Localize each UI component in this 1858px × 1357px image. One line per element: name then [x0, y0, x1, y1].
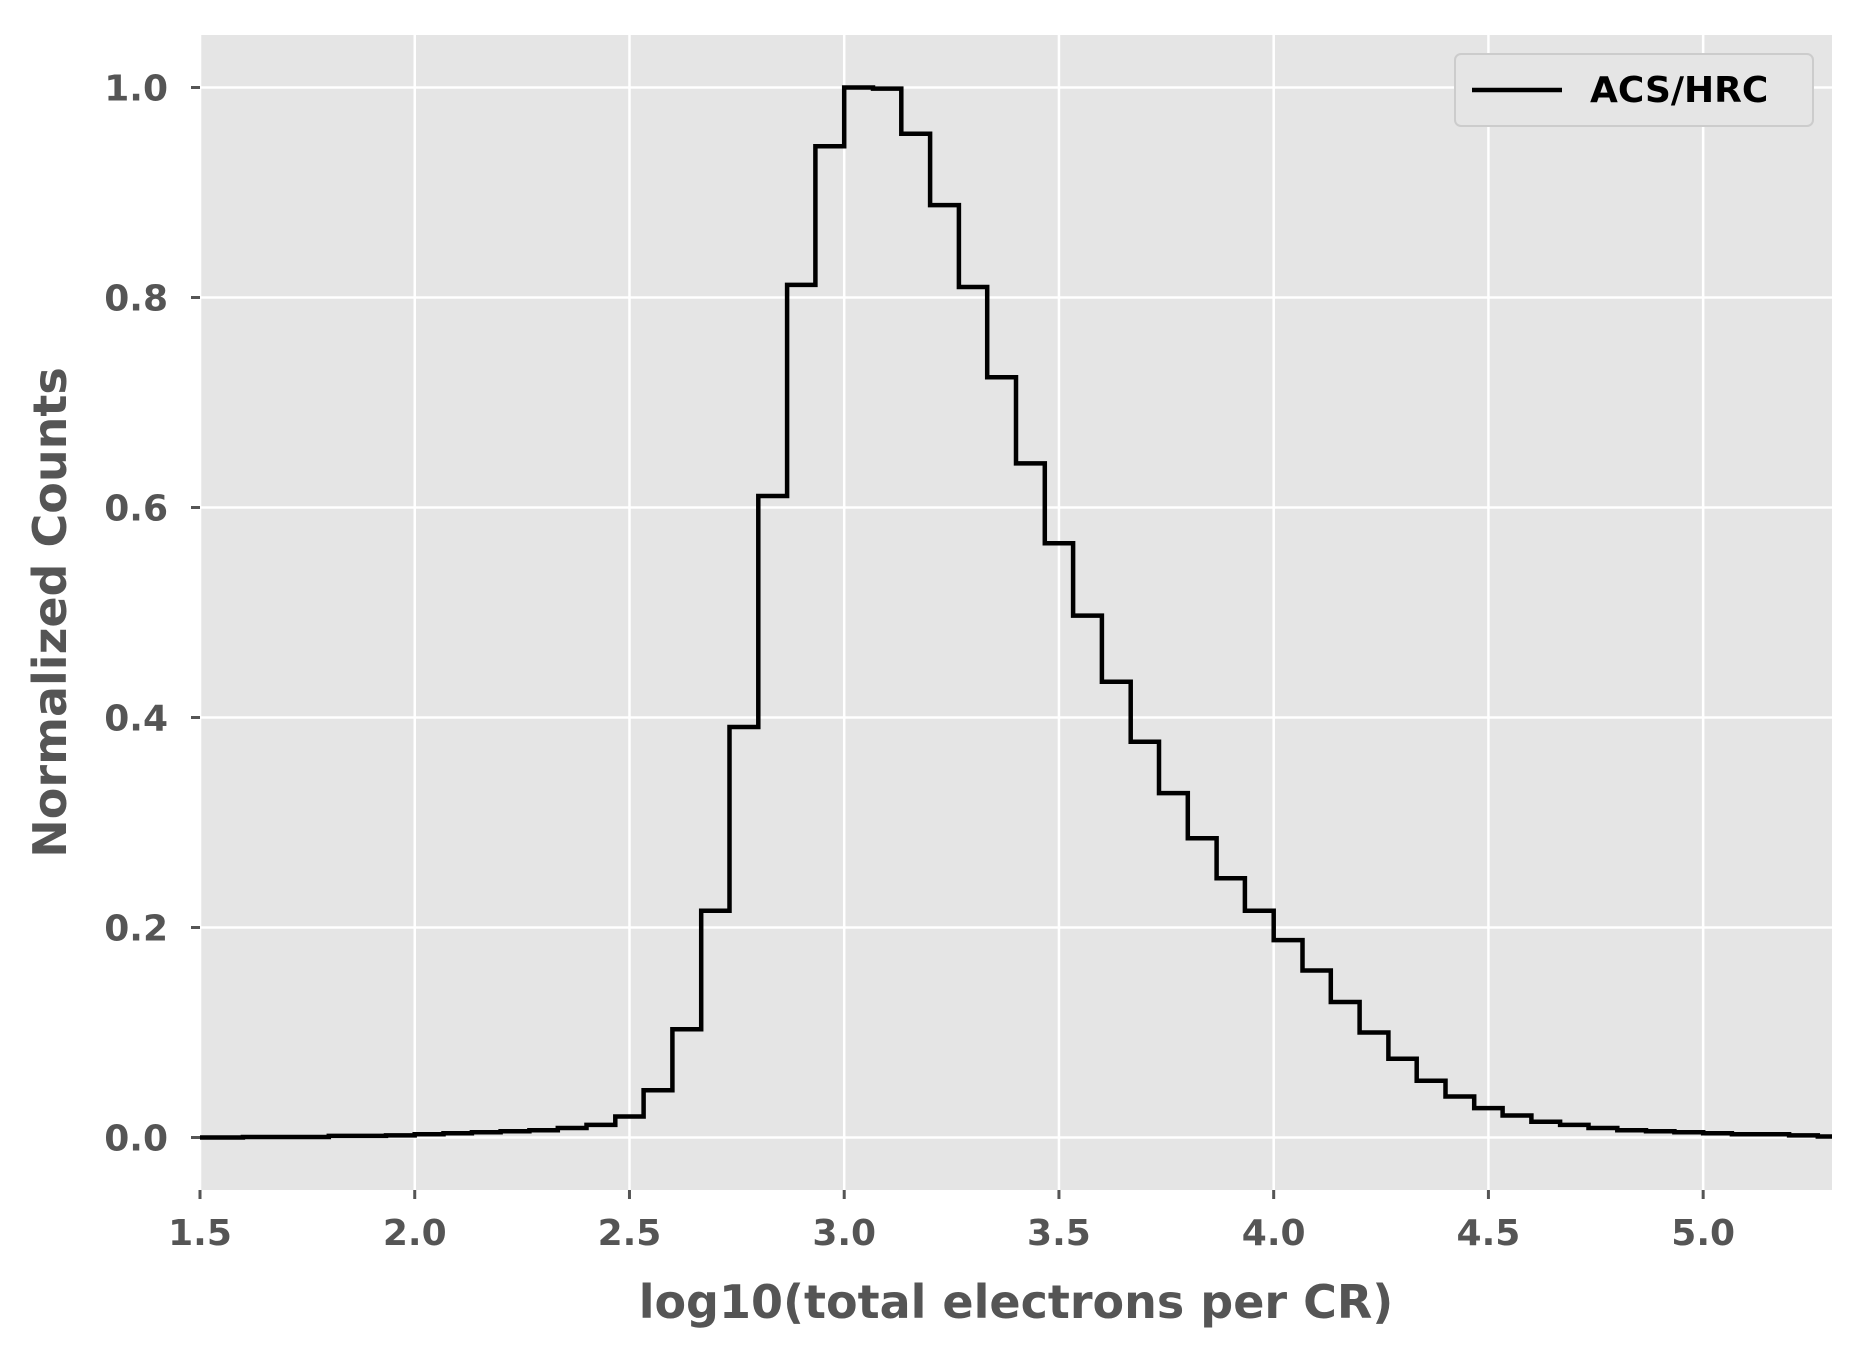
y-tick-label: 0.4: [104, 699, 168, 740]
x-tick-label: 4.5: [1457, 1213, 1521, 1254]
y-tick-label: 0.8: [104, 279, 168, 320]
x-tick-label: 3.5: [1027, 1213, 1091, 1254]
x-tick-label: 4.0: [1242, 1213, 1306, 1254]
y-tick-label: 0.6: [104, 489, 168, 530]
plot-background: [200, 35, 1832, 1190]
x-tick-label: 3.0: [812, 1213, 876, 1254]
y-axis-label: Normalized Counts: [23, 367, 77, 857]
axis-ticks: 1.5 2.0 2.5 3.0 3.5 4.0 4.5 5.0 0.0 0.2 0.4 0.6 0.8 1…: [104, 69, 1735, 1255]
x-tick-label: 2.5: [598, 1213, 662, 1254]
legend-box: [1454, 53, 1814, 127]
x-tick-label: 1.5: [168, 1213, 232, 1254]
y-tick-label: 0.0: [104, 1119, 168, 1160]
legend: ACS/HRC: [1454, 53, 1814, 127]
x-axis-label: log10(total electrons per CR): [639, 1275, 1394, 1329]
histogram-step-line: [200, 85, 1832, 1140]
y-tick-label: 0.2: [104, 909, 168, 950]
x-tick-label: 2.0: [383, 1213, 447, 1254]
legend-label: ACS/HRC: [1590, 70, 1768, 111]
y-tick-label: 1.0: [104, 69, 168, 110]
x-tick-label: 5.0: [1671, 1213, 1735, 1254]
